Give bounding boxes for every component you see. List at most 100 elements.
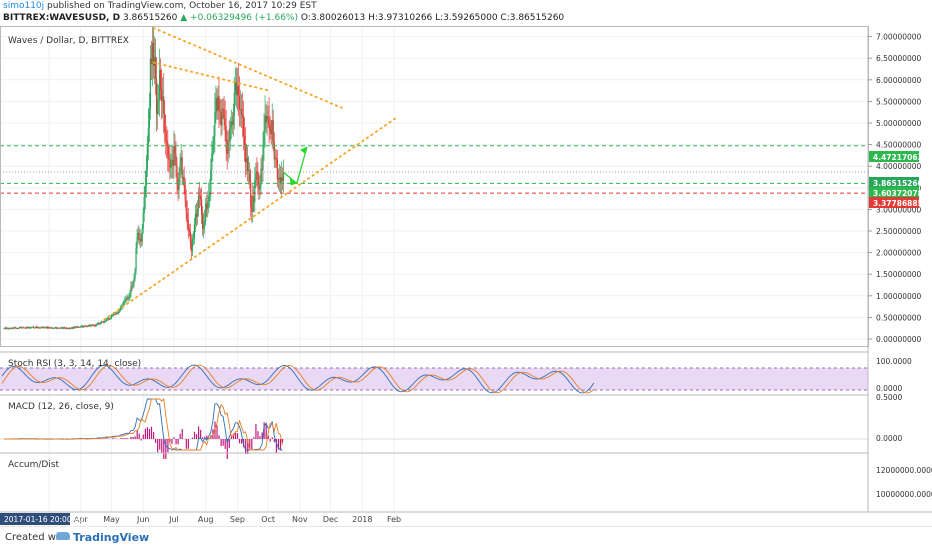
candle-body — [202, 214, 203, 228]
candle-body — [46, 327, 47, 328]
candle-body — [148, 128, 149, 144]
candle-body — [47, 327, 48, 328]
chart-area[interactable]: Waves / Dollar, D, BITTREX Stoch RSI (3,… — [0, 26, 932, 526]
candle-body — [216, 98, 217, 110]
candle-body — [52, 328, 53, 329]
candle-body — [205, 204, 206, 221]
macd-histogram-bar — [194, 432, 195, 439]
candle-body — [258, 185, 259, 189]
candle-body — [263, 130, 264, 146]
candle-body — [159, 70, 160, 99]
candle-body — [26, 327, 27, 328]
tradingview-logo[interactable]: TradingView — [56, 531, 149, 544]
candle-body — [138, 233, 139, 236]
candle-body — [43, 327, 44, 328]
candle-body — [99, 323, 100, 324]
symbol-name: BITTREX:WAVESUSD, D — [3, 13, 120, 23]
y-tick-label: 6.00000000 — [876, 76, 922, 85]
candle-body — [237, 86, 238, 95]
y-tick-label: 4.00000000 — [876, 162, 922, 171]
date-badge: 2017-01-16 20:00:00 — [4, 515, 84, 524]
candle-body — [128, 297, 129, 299]
stoch-tick-label: 0.0000 — [876, 384, 902, 393]
candle-body — [217, 96, 218, 110]
candle-body — [62, 327, 63, 328]
macd-histogram-bar — [223, 439, 224, 446]
candle-body — [219, 111, 220, 112]
candle-body — [191, 243, 192, 252]
price-pane-frame — [1, 27, 869, 347]
candle-body — [210, 170, 211, 192]
candle-body — [132, 283, 133, 287]
candle-body — [255, 171, 256, 180]
candle-body — [65, 328, 66, 329]
author-name[interactable]: simo110j — [3, 1, 44, 11]
accum-tick-label: 10000000.0000 — [876, 490, 932, 499]
candle-body — [208, 196, 209, 201]
candle-body — [145, 186, 146, 197]
trendline — [153, 63, 269, 91]
x-tick-label: Dec — [323, 515, 338, 524]
macd-histogram-bar — [255, 424, 256, 439]
x-tick-label: May — [103, 515, 120, 524]
x-tick-label: Jun — [136, 515, 150, 524]
candle-body — [272, 120, 273, 134]
stoch-tick-label: 100.0000 — [876, 357, 912, 366]
candle-body — [273, 120, 274, 141]
candle-body — [142, 229, 143, 242]
y-tick-label: 1.00000000 — [876, 292, 922, 301]
candle-body — [30, 328, 31, 329]
candle-body — [169, 159, 170, 167]
y-tick-label: 4.50000000 — [876, 141, 922, 150]
candle-body — [201, 199, 202, 214]
candle-body — [56, 327, 57, 328]
candle-body — [171, 160, 172, 166]
candle-body — [197, 210, 198, 217]
candle-body — [73, 327, 74, 328]
candle-body — [177, 185, 178, 190]
x-tick-label: Nov — [292, 515, 308, 524]
candle-body — [199, 195, 200, 196]
candle-body — [149, 109, 150, 128]
candle-body — [207, 201, 208, 208]
candle-body — [105, 321, 106, 322]
macd-histogram-bar — [165, 439, 166, 459]
candle-body — [92, 325, 93, 326]
macd-histogram-bar — [235, 433, 236, 439]
candle-body — [35, 327, 36, 328]
candle-body — [81, 326, 82, 327]
candle-body — [13, 328, 14, 329]
candle-body — [72, 328, 73, 329]
candle-body — [244, 136, 245, 145]
macd-histogram-bar — [259, 436, 260, 439]
price-change: +0.06329496 (+1.66%) — [190, 13, 298, 23]
candle-body — [135, 248, 136, 270]
candle-body — [150, 58, 151, 109]
candle-body — [130, 286, 131, 293]
candle-body — [225, 118, 226, 125]
candle-body — [281, 177, 282, 182]
x-tick-label: Aug — [198, 515, 214, 524]
macd-histogram-bar — [253, 437, 254, 439]
candle-body — [280, 177, 281, 182]
macd-histogram-bar — [237, 433, 238, 439]
candle-body — [58, 328, 59, 329]
candle-body — [125, 299, 126, 300]
chart-svg[interactable]: Waves / Dollar, D, BITTREX Stoch RSI (3,… — [0, 26, 932, 526]
macd-histogram-bar — [241, 439, 242, 444]
tradingview-brand: TradingView — [73, 531, 149, 544]
candle-body — [264, 116, 265, 130]
candle-body — [90, 326, 91, 327]
candle-body — [127, 298, 128, 299]
macd-histogram-bar — [178, 439, 179, 444]
candle-body — [238, 86, 239, 96]
candle-body — [59, 328, 60, 329]
candle-body — [4, 328, 5, 329]
candle-body — [231, 121, 232, 128]
macd-histogram-bar — [188, 439, 189, 449]
candle-body — [253, 196, 254, 202]
y-tick-label: 5.50000000 — [876, 97, 922, 106]
candle-body — [96, 325, 97, 326]
publish-info: published on TradingView.com, October 16… — [47, 1, 317, 11]
macd-histogram-bar — [153, 432, 154, 439]
